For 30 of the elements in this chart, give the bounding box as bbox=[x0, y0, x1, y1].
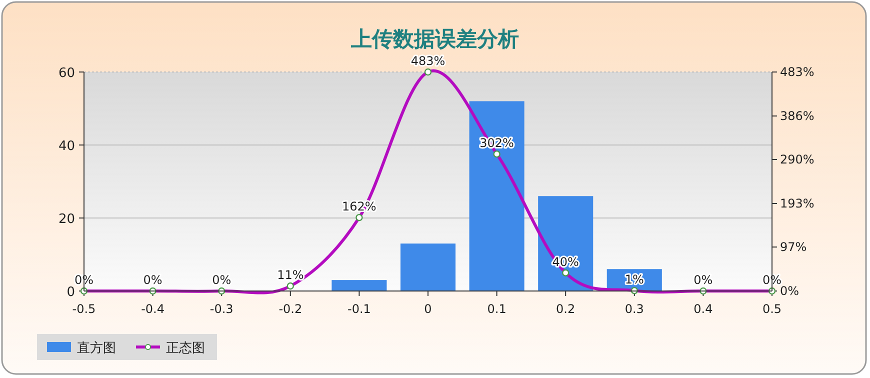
data-label: 0% bbox=[694, 273, 713, 287]
data-label: 1% bbox=[624, 272, 644, 287]
x-tick-label: -0.4 bbox=[141, 302, 165, 316]
y-tick-label: 60 bbox=[58, 66, 75, 81]
y2-tick-label: 290% bbox=[780, 152, 814, 167]
x-tick-label: 0.2 bbox=[556, 302, 576, 316]
y2-tick-label: 483% bbox=[780, 65, 814, 79]
legend-label: 直方图 bbox=[77, 340, 116, 356]
data-label: 0% bbox=[212, 273, 232, 287]
y2-tick-label: 97% bbox=[780, 240, 807, 254]
x-tick-label: 0.3 bbox=[624, 302, 644, 316]
x-tick-label: -0.3 bbox=[210, 302, 234, 316]
data-label: 483% bbox=[410, 54, 446, 68]
data-label: 11% bbox=[277, 268, 304, 282]
y2-tick-label: 386% bbox=[780, 108, 814, 123]
data-label: 0% bbox=[143, 273, 162, 287]
chart-title: 上传数据误差分析 bbox=[350, 27, 519, 51]
x-tick-label: -0.1 bbox=[347, 302, 371, 316]
y-tick-label: 0 bbox=[66, 285, 75, 300]
y2-tick-label: 0% bbox=[780, 284, 800, 298]
y-tick-label: 20 bbox=[58, 212, 75, 227]
y2-tick-label: 193% bbox=[780, 196, 814, 210]
x-tick-label: -0.5 bbox=[72, 302, 96, 316]
x-tick-label: -0.2 bbox=[278, 302, 302, 316]
x-tick-label: 0 bbox=[424, 302, 432, 316]
x-tick-label: 0.1 bbox=[487, 302, 506, 316]
x-tick-label: 0.4 bbox=[694, 302, 713, 316]
x-tick-label: 0.5 bbox=[762, 302, 782, 316]
legend-label: 正态图 bbox=[166, 341, 205, 356]
y-tick-label: 40 bbox=[58, 139, 75, 154]
